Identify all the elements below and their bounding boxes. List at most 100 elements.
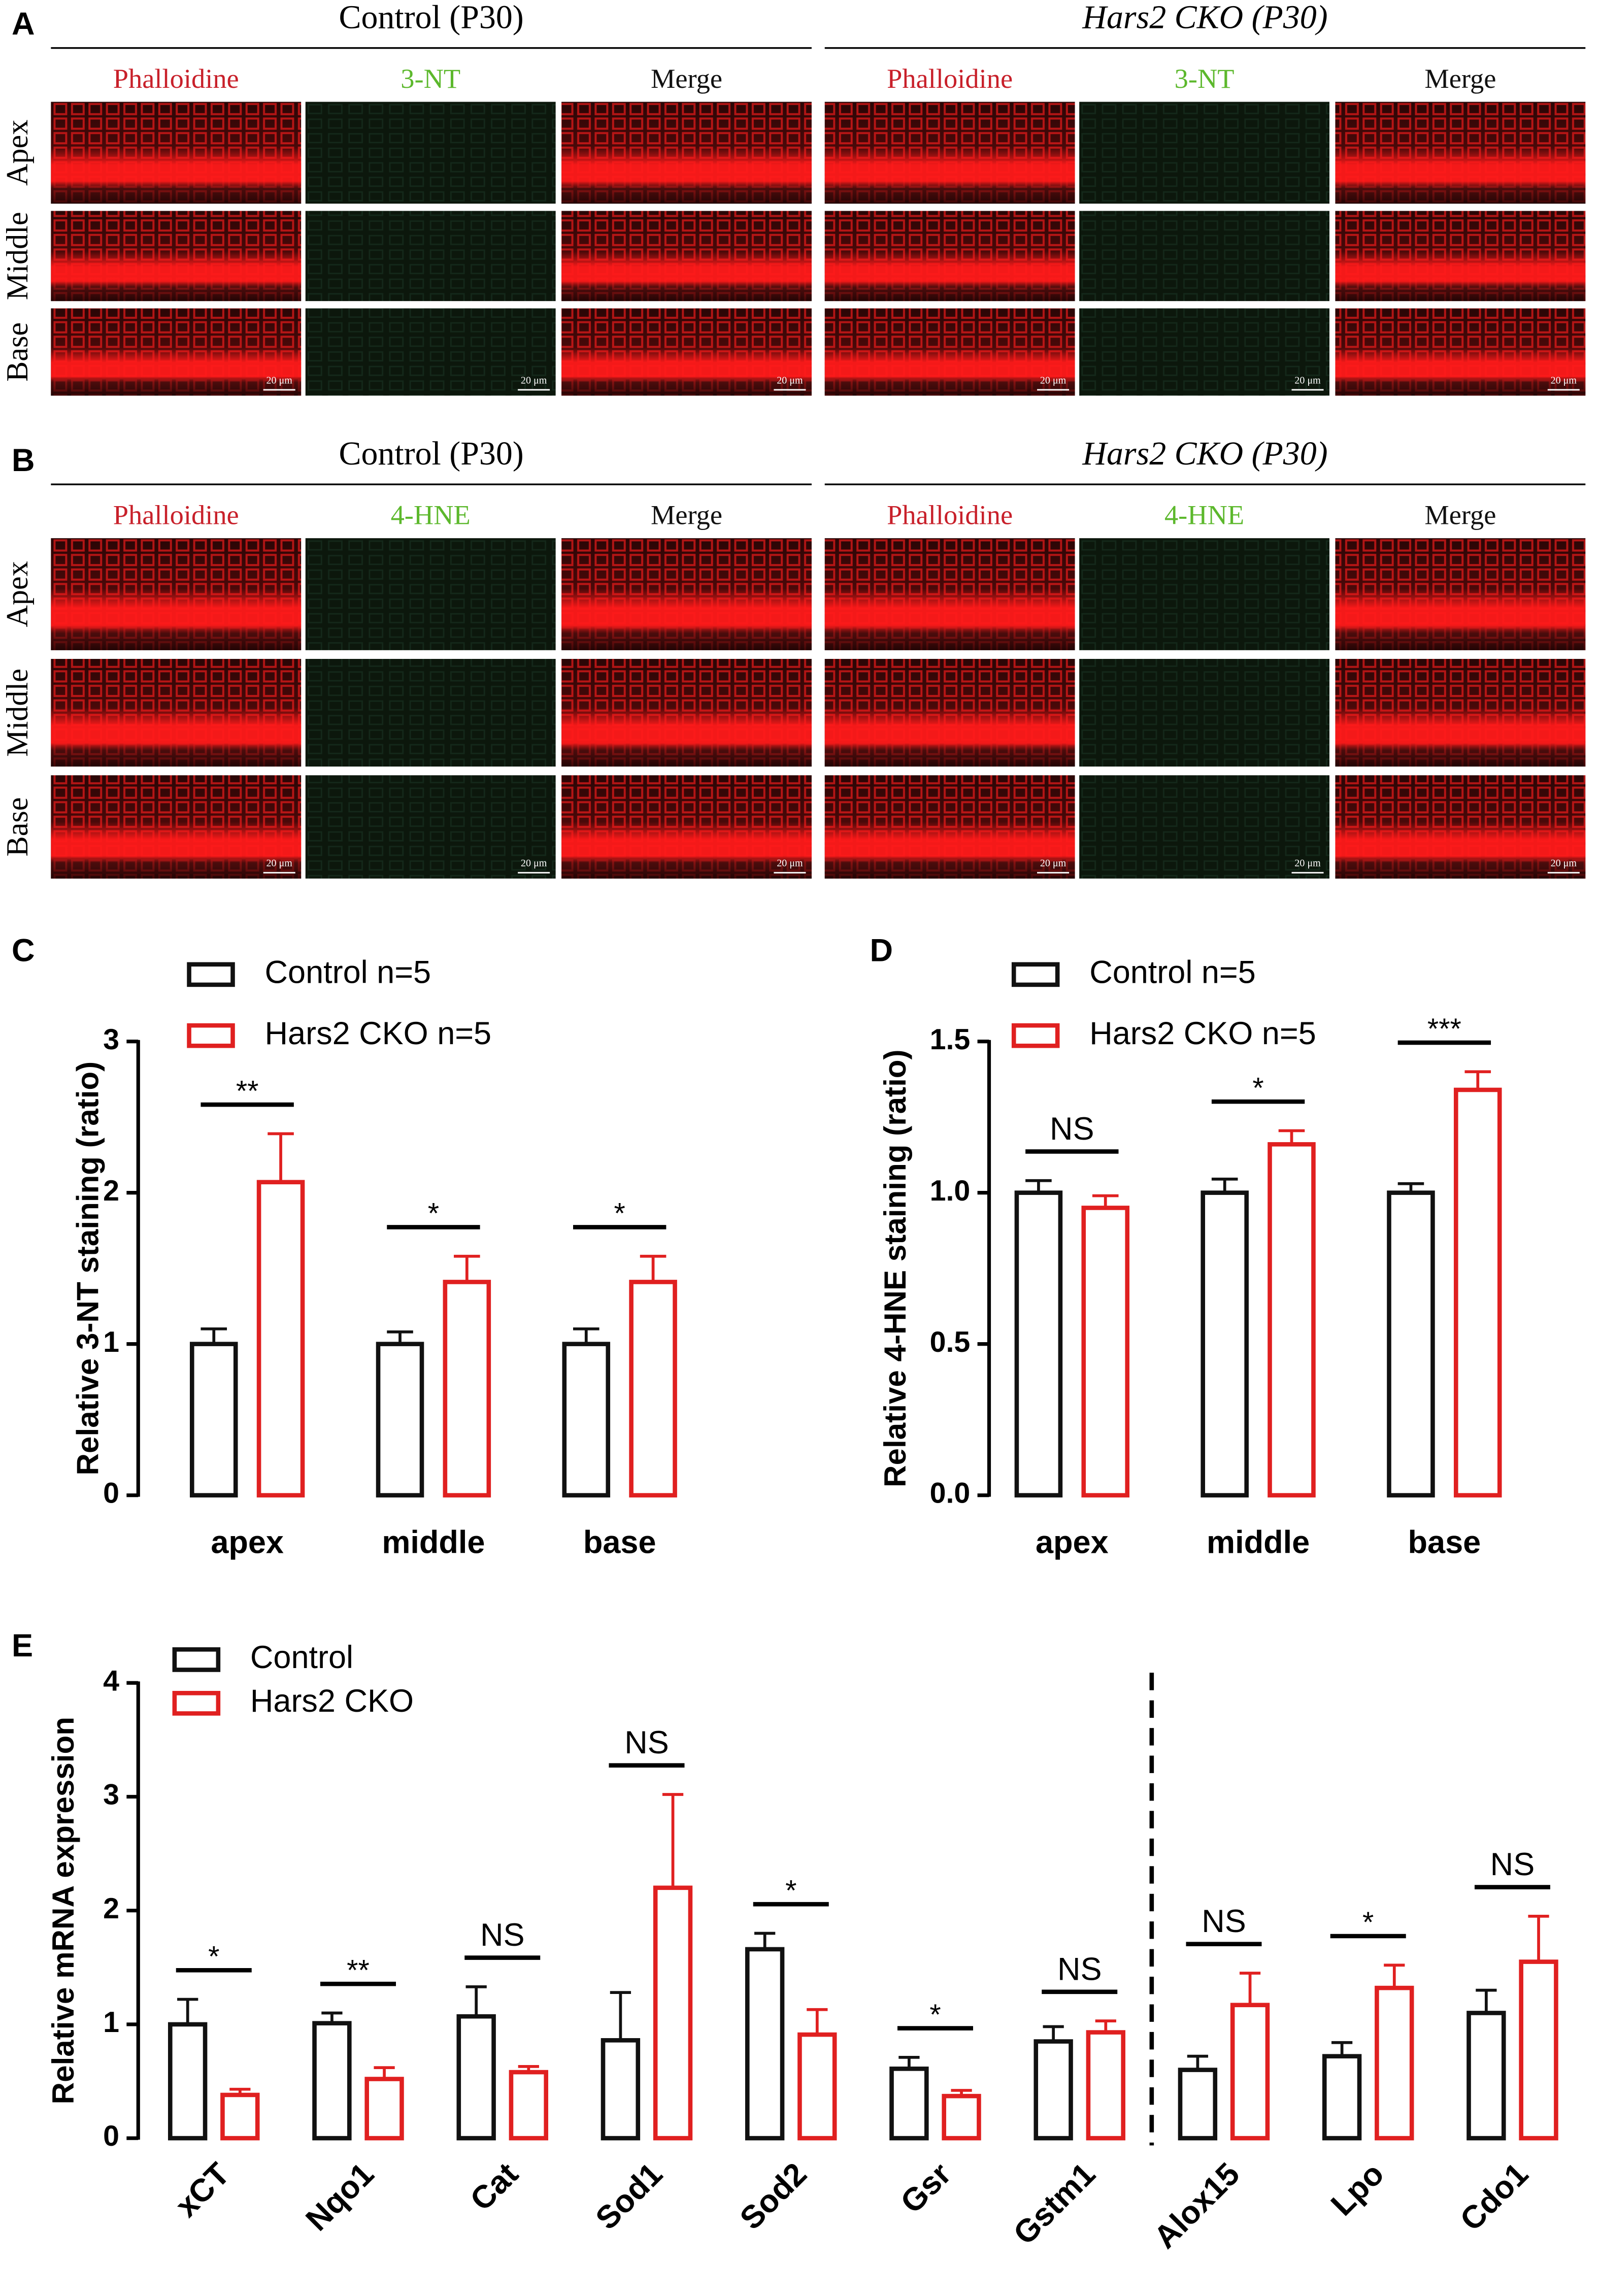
scale-bar-label: 20 μm (266, 858, 292, 869)
micrograph-band (51, 102, 302, 204)
micrograph (1079, 211, 1329, 302)
bar (443, 1280, 491, 1498)
group-title: Hars2 CKO (P30) (1082, 0, 1327, 36)
x-tick-label: middle (382, 1525, 485, 1560)
bar (1014, 1190, 1063, 1498)
scale-bar-label: 20 μm (1294, 375, 1321, 386)
error-bar (465, 1985, 487, 2017)
bar (376, 1342, 424, 1498)
y-tick-label: 3 (103, 1779, 119, 1811)
panel-label: A (12, 6, 35, 42)
y-tick-label: 1 (103, 2006, 119, 2039)
micrograph (305, 308, 556, 396)
error-bar (951, 2089, 972, 2097)
column-label: 3-NT (1175, 63, 1235, 94)
y-tick-label: 3 (103, 1023, 119, 1056)
y-tick-label: 2 (103, 1892, 119, 1925)
panel-label: B (12, 443, 35, 478)
micrograph-band (824, 659, 1075, 767)
error-bar (640, 1254, 666, 1282)
significance-label: * (785, 1874, 796, 1907)
micrograph-band (1335, 102, 1586, 204)
micrograph-band (561, 102, 812, 204)
error-bar (1331, 2041, 1353, 2056)
x-tick-label: base (583, 1525, 656, 1560)
x-tick-label: Cat (463, 2156, 525, 2217)
y-axis-label: Relative mRNA expression (46, 1717, 80, 2104)
micrograph (305, 538, 556, 650)
row-label: Base (1, 322, 35, 382)
significance-label: NS (1057, 1951, 1102, 1987)
bar (797, 2032, 837, 2141)
error-bar (454, 1254, 480, 1282)
legend-label: Control n=5 (265, 954, 431, 990)
y-tick-label: 0 (103, 1477, 119, 1510)
legend-label: Hars2 CKO n=5 (265, 1016, 492, 1051)
micrograph (305, 659, 556, 767)
error-bar (201, 1327, 227, 1344)
scale-bar-label: 20 μm (1551, 375, 1577, 386)
group-title: Hars2 CKO (P30) (1082, 435, 1327, 472)
bar (168, 2022, 208, 2141)
micrograph (1079, 659, 1329, 767)
bar (601, 2038, 641, 2141)
micrograph (305, 102, 556, 204)
error-bar (1528, 1915, 1549, 1962)
error-bar (321, 2011, 343, 2023)
micrograph-band (561, 775, 812, 879)
micrograph (1079, 308, 1329, 396)
micrograph (305, 775, 556, 879)
bar (1387, 1190, 1435, 1498)
significance-label: * (1252, 1072, 1263, 1104)
bar (1230, 2003, 1270, 2141)
micrograph-band (51, 211, 302, 302)
bar (653, 1885, 693, 2141)
bar (1081, 1206, 1130, 1498)
error-bar (610, 1991, 631, 2041)
micrograph-band (1335, 308, 1586, 396)
error-bar (1092, 1194, 1119, 1208)
error-bar (1239, 1972, 1261, 2005)
column-label: Phalloidine (887, 63, 1013, 94)
column-label: Merge (1424, 500, 1496, 530)
error-bar (518, 2065, 539, 2073)
row-label: Apex (1, 120, 35, 186)
y-tick-label: 2 (103, 1175, 119, 1207)
significance-label: NS (1050, 1111, 1094, 1147)
bar (509, 2070, 549, 2141)
micrograph (305, 211, 556, 302)
bar (1201, 1190, 1249, 1498)
x-tick-label: Gsr (894, 2156, 958, 2220)
significance-label: * (208, 1940, 219, 1973)
y-tick-label: 0.0 (930, 1477, 971, 1510)
bar (889, 2067, 929, 2141)
column-label: Merge (651, 63, 722, 94)
x-tick-label: Sod2 (733, 2156, 813, 2236)
x-tick-label: Cdo1 (1453, 2156, 1535, 2238)
legend-label: Control n=5 (1089, 954, 1256, 990)
significance-label: ** (236, 1075, 259, 1107)
panel-label: E (12, 1628, 33, 1663)
micrograph-band (1335, 775, 1586, 879)
scale-bar-label: 20 μm (777, 858, 803, 869)
significance-label: * (428, 1197, 439, 1230)
bar (1178, 2068, 1218, 2141)
scale-bar-label: 20 μm (521, 375, 547, 386)
significance-label: * (1362, 1906, 1374, 1939)
x-tick-label: apex (1036, 1525, 1109, 1560)
y-tick-label: 1.0 (930, 1175, 971, 1207)
y-tick-label: 0 (103, 2120, 119, 2152)
bar (1034, 2039, 1073, 2141)
row-label: Base (1, 797, 35, 856)
error-bar (662, 1793, 684, 1888)
error-bar (1384, 1964, 1405, 1988)
micrograph-band (1335, 659, 1586, 767)
bar (189, 1342, 238, 1498)
significance-label: ** (347, 1954, 370, 1986)
x-tick-label: Lpo (1324, 2156, 1391, 2222)
micrograph-band (51, 308, 302, 396)
micrograph-band (561, 211, 812, 302)
y-axis-label: Relative 3-NT staining (ratio) (71, 1061, 105, 1476)
micrograph-band (51, 538, 302, 650)
